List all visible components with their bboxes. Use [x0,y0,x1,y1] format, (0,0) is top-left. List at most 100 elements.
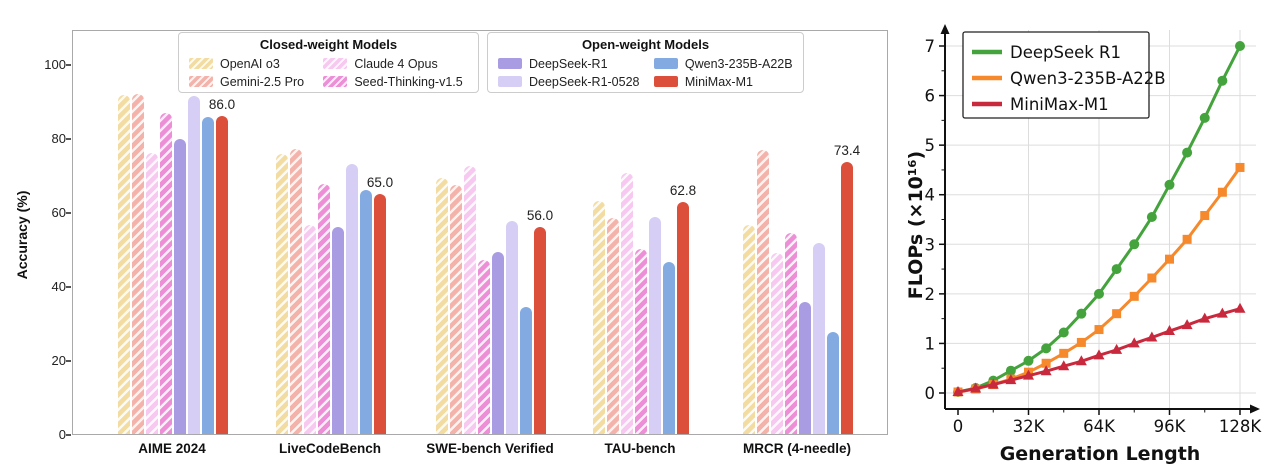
legend-swatch [323,58,348,69]
marker-square [1112,309,1122,319]
bar-group-aime-2024 [118,93,228,434]
bar-plot-area: 86.0 65.0 56.0 62.8 73.4 [72,30,888,435]
marker-circle [1076,308,1087,319]
marker-circle [1129,239,1140,250]
marker-circle [1164,179,1175,190]
marker-triangle [970,382,982,393]
marker-square [1217,187,1227,197]
legend-entry-deepseek-r1-0528: DeepSeek-R1-0528 [498,73,640,90]
marker-circle [1041,343,1052,354]
marker-square [1182,234,1192,244]
y-tick-mark [66,360,71,362]
bar-value-label: 73.4 [833,143,861,159]
bar-minimax-m1 [374,193,386,434]
legend-entry-label: Gemini-2.5 Pro [220,74,305,89]
legend-swatch [323,76,348,87]
marker-square [1059,348,1069,358]
y-tick-label: 80 [51,131,66,146]
marker-triangle [1075,355,1087,366]
x-tick-label: 64K [1083,417,1116,436]
bar-deepseek-r1-0528 [188,95,200,434]
bar-deepseek-r1-0528 [506,220,518,434]
bar-deepseek-r1 [332,227,344,434]
bar-gemini-2-5-pro [607,217,619,434]
legend-series-label: DeepSeek R1 [1010,43,1121,62]
y-tick-label: 20 [51,353,66,368]
x-category-label: LiveCodeBench [278,441,382,456]
bar-openai-o3 [436,178,448,434]
bar-qwen3-235b-a22b [827,331,839,434]
bar-openai-o3 [118,95,130,434]
y-tick-label: 40 [51,279,66,294]
marker-triangle [952,386,964,397]
y-tick-mark [66,434,71,436]
bar-openai-o3 [276,153,288,434]
legend-entry-label: OpenAI o3 [220,56,280,71]
legend-entry-label: MiniMax-M1 [684,74,753,89]
y-tick-label: 3 [925,235,936,254]
marker-triangle [1093,349,1105,360]
left-y-axis-label: Accuracy (%) [14,190,30,280]
legend-entry-deepseek-r1: DeepSeek-R1 [498,55,640,72]
marker-triangle [1216,307,1228,318]
bar-seed-thinking-v1-5 [785,233,797,434]
y-tick-mark [66,138,71,140]
bar-value-label: 65.0 [366,174,394,190]
marker-triangle [1040,365,1052,376]
marker-square [1041,358,1051,368]
legend-entry-label: Qwen3-235B-A22B [684,56,793,71]
marker-square [1129,291,1139,301]
y-axis-arrow [940,24,950,34]
marker-circle [1182,147,1193,158]
legend-entry-label: DeepSeek-R1-0528 [529,74,640,89]
y-tick-mark [66,212,71,214]
marker-square [1076,337,1086,347]
marker-circle [1146,212,1157,223]
right-x-axis-label: Generation Length [999,443,1201,465]
bar-gemini-2-5-pro [450,185,462,434]
bar-deepseek-r1-0528 [649,216,661,434]
x-category-label: SWE-bench Verified [426,441,554,456]
legend-open-entries: DeepSeek-R1 DeepSeek-R1-0528 Qwen3-235B-A2… [498,55,793,90]
bar-value-label: 86.0 [208,96,236,112]
bar-deepseek-r1 [492,251,504,434]
bar-group-tau-bench [593,173,689,434]
bar-seed-thinking-v1-5 [318,184,330,434]
marker-triangle [1199,312,1211,323]
bar-minimax-m1 [677,201,689,434]
x-axis-arrow [1250,404,1260,414]
flops-line-chart: 0 1 2 3 4 5 6 7 0 32K 64K 96K 128K DeepSeek R1 Qwen3-2… [900,0,1280,473]
bar-qwen3-235b-a22b [202,116,214,434]
bar-claude-4-opus [464,165,476,434]
legend-swatch [653,76,678,87]
marker-square [1164,254,1174,264]
marker-circle [1023,355,1034,366]
bar-group-mrcr-4-needle- [743,149,853,434]
x-category-label: AIME 2024 [138,441,206,456]
bar-group-swe-bench-verified [436,165,546,434]
legend-entry-label: DeepSeek-R1 [529,56,608,71]
line-legend-box [962,31,1150,119]
legend-entry-gemini-2-5-pro: Gemini-2.5 Pro [189,73,309,90]
legend-swatch [498,76,522,87]
marker-circle [1058,327,1069,338]
y-tick-label: 2 [925,285,936,304]
bar-claude-4-opus [771,253,783,434]
marker-circle [1093,288,1104,299]
bar-deepseek-r1-0528 [813,243,825,434]
y-tick-mark [66,64,71,66]
x-tick-label: 96K [1154,417,1187,436]
bar-claude-4-opus [146,152,158,434]
legend-swatch [653,58,678,69]
y-tick-label: 100 [44,57,66,72]
bar-seed-thinking-v1-5 [635,249,647,434]
x-tick-label: 0 [953,417,964,436]
y-tick-label: 5 [925,136,936,155]
legend-entry-minimax-m1: MiniMax-M1 [653,73,793,90]
y-tick-label: 60 [51,205,66,220]
benchmark-bar-chart: Accuracy (%) 86.0 65.0 56.0 62.8 73.4 AIME 2… [14,30,888,456]
marker-circle [1234,41,1245,52]
legend-open-weight: Open-weight Models DeepSeek-R1 DeepSeek-R… [487,32,804,93]
bar-openai-o3 [593,200,605,434]
x-category-label: TAU-bench [604,441,676,456]
